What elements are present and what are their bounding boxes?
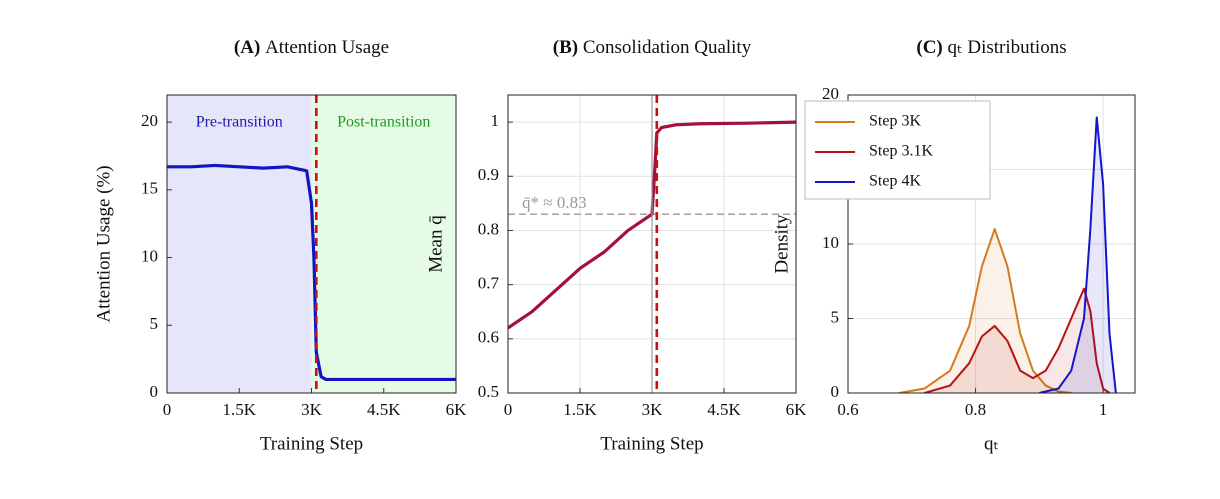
- line-series: [508, 120, 796, 330]
- y-tick-label: 10: [822, 233, 839, 252]
- x-tick-label: 6K: [786, 400, 808, 419]
- x-tick-label: 1.5K: [563, 400, 597, 419]
- y-tick-label: 0: [150, 382, 159, 401]
- plot-frame: [507, 94, 797, 394]
- x-tick-label: 0: [163, 400, 172, 419]
- legend: Step 3K Step 3.1K Step 4K: [804, 100, 991, 200]
- x-tick-label: 0.6: [837, 400, 858, 419]
- region: [311, 95, 456, 393]
- y-tick-label: 10: [141, 246, 158, 265]
- x-tick-label: 3K: [642, 400, 664, 419]
- y-tick-label: 5: [831, 307, 840, 326]
- line-series: [924, 287, 1111, 393]
- panel-title: (A) Attention Usage: [234, 37, 389, 58]
- y-axis-label: Density: [771, 214, 792, 274]
- panel-title: (B) Consolidation Quality: [553, 37, 752, 58]
- line-series: [1039, 116, 1117, 393]
- panel-title: (C) qₜ Distributions: [916, 37, 1066, 58]
- legend-label: Step 4K: [869, 173, 921, 190]
- y-tick-label: 0.7: [478, 274, 500, 293]
- y-tick-label: 1: [491, 111, 500, 130]
- x-axis-label: Training Step: [600, 433, 703, 454]
- x-tick-label: 4.5K: [707, 400, 741, 419]
- y-axis-label: Attention Usage (%): [93, 165, 114, 322]
- panel-letter: (A): [234, 37, 260, 58]
- title-text: Consolidation Quality: [583, 37, 752, 58]
- x-tick-label: 3K: [301, 400, 323, 419]
- y-tick-label: 20: [141, 111, 158, 130]
- x-tick-label: 0: [504, 400, 513, 419]
- y-tick-label: 0.5: [478, 382, 499, 401]
- panel-letter: (B): [553, 37, 578, 58]
- area-fill: [899, 229, 1072, 393]
- x-tick-label: 6K: [446, 400, 468, 419]
- annotation: q̄* ≈ 0.83: [522, 193, 587, 212]
- x-tick-label: 1.5K: [222, 400, 256, 419]
- legend-label: Step 3.1K: [869, 143, 933, 160]
- panel: Pre-transition Post-transition 0 1.5K 3K 4.5K…: [93, 37, 467, 454]
- region-label: Pre-transition: [196, 114, 283, 131]
- y-tick-label: 0.8: [478, 219, 499, 238]
- x-tick-label: 4.5K: [367, 400, 401, 419]
- y-tick-label: 20: [822, 84, 839, 103]
- plot-frame: [847, 94, 1136, 394]
- y-axis-label: Mean q̄: [425, 215, 446, 273]
- title-text: qₜ Distributions: [948, 37, 1067, 58]
- y-tick-label: 5: [150, 314, 159, 333]
- y-tick-label: 0.9: [478, 165, 499, 184]
- x-axis-label: Training Step: [260, 433, 363, 454]
- line-series: [167, 163, 456, 382]
- y-tick-label: 0: [831, 382, 840, 401]
- panel: 0 1.5K 3K 4.5K 6K 0.5 0.6 0.7 0.8 0.9 1 q̄* ≈ 0.83 (…: [425, 37, 807, 454]
- y-tick-label: 0.6: [478, 328, 499, 347]
- plot-frame: [166, 94, 457, 394]
- area-fill: [1039, 117, 1116, 393]
- panel-letter: (C): [916, 37, 942, 58]
- area-fill: [924, 288, 1110, 393]
- title-text: Attention Usage: [265, 37, 389, 58]
- x-tick-label: 0.8: [965, 400, 986, 419]
- y-tick-label: 15: [141, 179, 158, 198]
- line-series: [898, 228, 1072, 393]
- x-axis-label: qₜ: [984, 433, 999, 454]
- legend-label: Step 3K: [869, 113, 921, 130]
- region-label: Post-transition: [337, 114, 430, 131]
- region: [167, 95, 312, 393]
- x-tick-label: 1: [1099, 400, 1108, 419]
